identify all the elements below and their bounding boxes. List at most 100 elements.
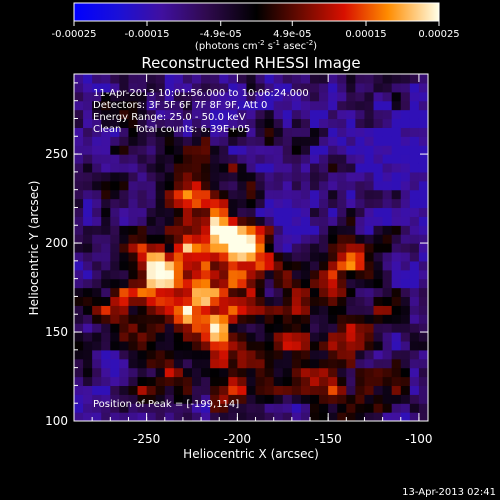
heatmap-cell bbox=[164, 82, 175, 93]
heatmap-cell bbox=[182, 260, 193, 271]
heatmap-cell bbox=[228, 82, 238, 93]
heatmap-cell bbox=[192, 323, 202, 333]
heatmap-cell bbox=[192, 314, 202, 324]
heatmap-cell bbox=[355, 118, 366, 128]
heatmap-cell bbox=[210, 82, 220, 93]
heatmap-cell bbox=[382, 332, 393, 342]
heatmap-cell bbox=[173, 136, 184, 146]
heatmap-cell bbox=[337, 305, 347, 315]
heatmap-cell bbox=[337, 349, 347, 360]
heatmap-cell bbox=[128, 243, 139, 253]
heatmap-cell bbox=[282, 74, 293, 84]
heatmap-cell bbox=[83, 243, 93, 253]
heatmap-cell bbox=[101, 225, 111, 235]
heatmap-cell bbox=[418, 127, 428, 137]
heatmap-cell bbox=[237, 296, 248, 306]
heatmap-cell bbox=[282, 349, 293, 360]
heatmap-cell bbox=[328, 118, 338, 128]
heatmap-cell bbox=[400, 269, 411, 280]
heatmap-cell bbox=[128, 296, 139, 306]
heatmap-cell bbox=[101, 100, 111, 111]
heatmap-cell bbox=[255, 127, 266, 137]
heatmap-cell bbox=[101, 171, 111, 182]
heatmap-cell bbox=[92, 394, 102, 404]
heatmap-cell bbox=[264, 109, 275, 120]
colorbar-tick-label: 0.00025 bbox=[418, 29, 459, 40]
heatmap-cell bbox=[228, 332, 238, 342]
heatmap-cell bbox=[346, 340, 356, 351]
heatmap-cell bbox=[382, 207, 393, 217]
heatmap-cell bbox=[101, 403, 111, 413]
heatmap-cell bbox=[355, 296, 366, 306]
x-tick-label: -200 bbox=[224, 432, 251, 446]
heatmap-cell bbox=[182, 243, 193, 253]
heatmap-cell bbox=[346, 251, 356, 262]
heatmap-cell bbox=[246, 154, 257, 164]
heatmap-cell bbox=[319, 198, 329, 209]
heatmap-cell bbox=[264, 207, 275, 217]
heatmap-cell bbox=[155, 118, 166, 128]
heatmap-cell bbox=[300, 251, 311, 262]
heatmap-cell bbox=[228, 305, 238, 315]
heatmap-cell bbox=[110, 171, 120, 182]
heatmap-cell bbox=[310, 332, 320, 342]
heatmap-cell bbox=[273, 109, 284, 120]
heatmap-cell bbox=[137, 367, 148, 378]
heatmap-cell bbox=[400, 162, 411, 173]
heatmap-cell bbox=[210, 225, 220, 235]
heatmap-cell bbox=[418, 171, 428, 182]
heatmap-cell bbox=[119, 216, 130, 226]
heatmap-cell bbox=[328, 162, 338, 173]
heatmap-cell bbox=[83, 180, 93, 191]
heatmap-cell bbox=[101, 91, 111, 102]
heatmap-cell bbox=[101, 154, 111, 164]
heatmap-cell bbox=[400, 412, 411, 421]
heatmap-cell bbox=[391, 314, 402, 324]
heatmap-cell bbox=[355, 260, 366, 271]
heatmap-cell bbox=[337, 207, 347, 217]
heatmap-cell bbox=[382, 243, 393, 253]
heatmap-cell bbox=[346, 154, 356, 164]
heatmap-cell bbox=[128, 171, 139, 182]
heatmap-cell bbox=[119, 340, 130, 351]
heatmap-cell bbox=[228, 136, 238, 146]
heatmap-cell bbox=[409, 74, 420, 84]
heatmap-cell bbox=[119, 305, 130, 315]
heatmap-cell bbox=[137, 180, 148, 191]
heatmap-cell bbox=[364, 412, 375, 421]
heatmap-cell bbox=[300, 100, 311, 111]
heatmap-cell bbox=[282, 145, 293, 155]
heatmap-cell bbox=[409, 171, 420, 182]
heatmap-cell bbox=[373, 278, 384, 289]
heatmap-cell bbox=[400, 332, 411, 342]
heatmap-cell bbox=[192, 216, 202, 226]
heatmap-cell bbox=[255, 180, 266, 191]
heatmap-cell bbox=[273, 207, 284, 217]
heatmap-cell bbox=[237, 234, 248, 244]
heatmap-cell bbox=[346, 349, 356, 360]
heatmap-cell bbox=[346, 403, 356, 413]
heatmap-cell bbox=[418, 234, 428, 244]
heatmap-cell bbox=[382, 234, 393, 244]
heatmap-cell bbox=[273, 403, 284, 413]
heatmap-cell bbox=[391, 296, 402, 306]
heatmap-cell bbox=[155, 376, 166, 387]
heatmap-cell bbox=[418, 118, 428, 128]
heatmap-cell bbox=[164, 180, 175, 191]
heatmap-cell bbox=[146, 269, 157, 280]
heatmap-cell bbox=[228, 118, 238, 128]
heatmap-cell bbox=[264, 74, 275, 84]
heatmap-cell bbox=[137, 385, 148, 395]
heatmap-cell bbox=[246, 376, 257, 387]
heatmap-cell bbox=[337, 251, 347, 262]
heatmap-cell bbox=[210, 314, 220, 324]
heatmap-cell bbox=[409, 385, 420, 395]
heatmap-cell bbox=[373, 127, 384, 137]
heatmap-cell bbox=[337, 314, 347, 324]
heatmap-cell bbox=[128, 180, 139, 191]
heatmap-cell bbox=[400, 127, 411, 137]
heatmap-cell bbox=[237, 207, 248, 217]
heatmap-cell bbox=[192, 385, 202, 395]
heatmap-cell bbox=[246, 109, 257, 120]
colorbar-ticks: -0.00025 -0.00015 -4.9e-05 4.9e-05 0.00015 0.… bbox=[52, 21, 460, 40]
